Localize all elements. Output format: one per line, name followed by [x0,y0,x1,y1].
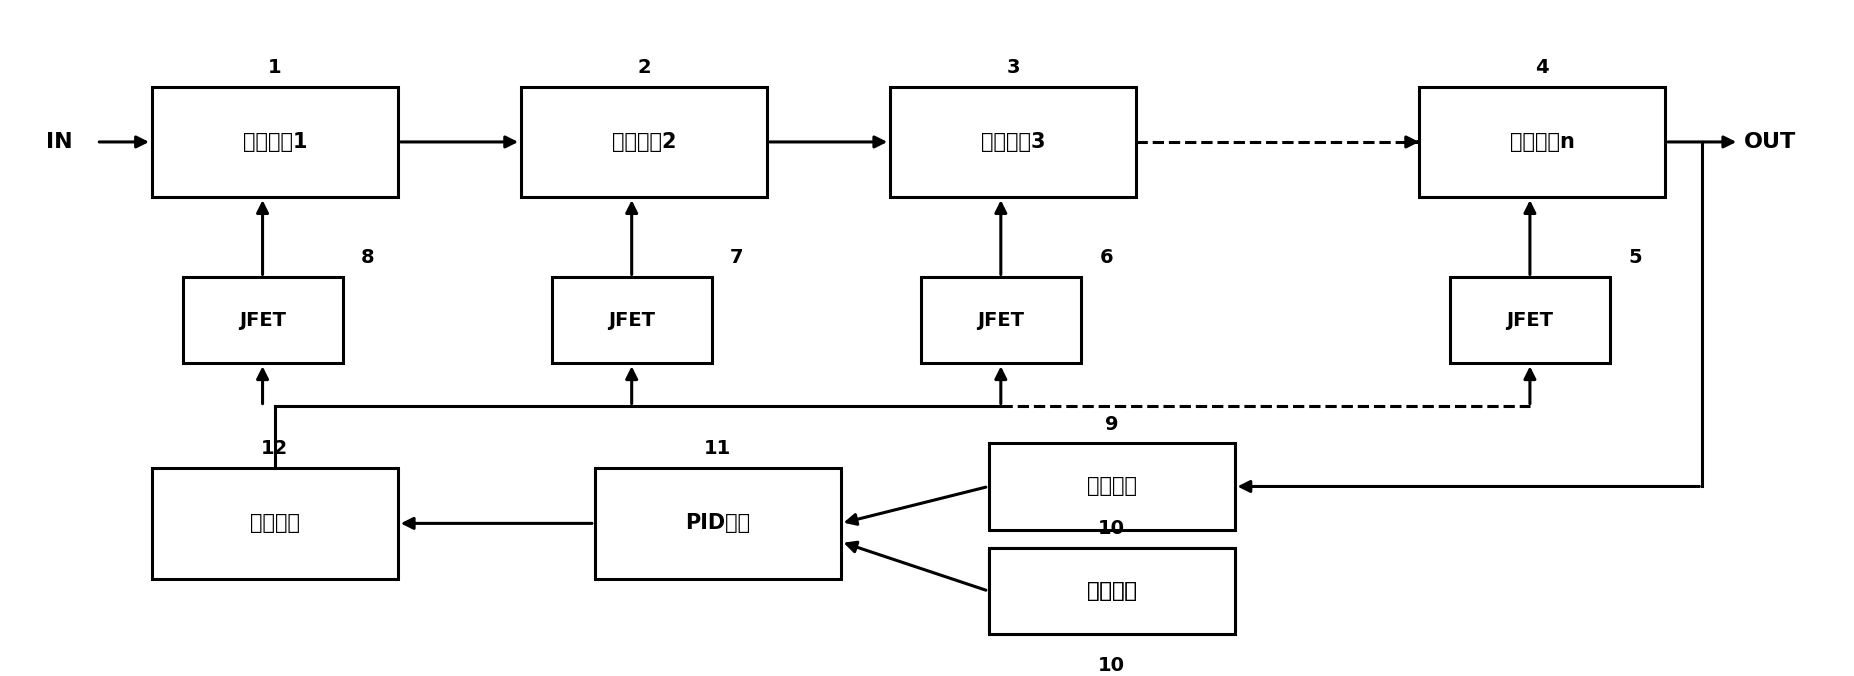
Bar [988,548,1235,634]
Bar [988,548,1235,634]
Text: 放大电路3: 放大电路3 [981,132,1046,152]
Bar [152,468,399,579]
Text: 12: 12 [261,439,289,458]
Bar [521,87,768,197]
Text: 放大电路n: 放大电路n [1509,132,1574,152]
Bar [921,277,1081,364]
Text: 5: 5 [1628,249,1643,268]
Bar [988,443,1235,529]
Text: 9: 9 [1105,414,1118,433]
Bar [152,87,399,197]
Bar [595,468,842,579]
Text: 11: 11 [705,439,732,458]
Text: OUT: OUT [1745,132,1797,152]
Text: 给定电路: 给定电路 [1086,581,1137,601]
Text: 取样电路: 取样电路 [1086,477,1137,496]
Text: 10: 10 [1098,656,1125,675]
Text: 8: 8 [362,249,375,268]
Text: 1: 1 [269,57,282,77]
Text: JFET: JFET [608,311,654,330]
Text: IN: IN [46,132,72,152]
Text: 4: 4 [1535,57,1550,77]
Bar [552,277,712,364]
Text: JFET: JFET [1507,311,1554,330]
Text: 2: 2 [638,57,651,77]
Text: PID电路: PID电路 [686,513,751,533]
Bar [890,87,1137,197]
Text: JFET: JFET [239,311,286,330]
Text: 放大电路2: 放大电路2 [612,132,677,152]
Bar [1450,277,1609,364]
Text: JFET: JFET [977,311,1023,330]
Text: 放大电路1: 放大电路1 [243,132,308,152]
Text: 限幅电路: 限幅电路 [250,513,300,533]
Text: 6: 6 [1099,249,1112,268]
Bar [182,277,343,364]
Text: 给定电路: 给定电路 [1086,581,1137,601]
Bar [1418,87,1665,197]
Text: 3: 3 [1007,57,1020,77]
Text: 10: 10 [1098,519,1125,538]
Text: 7: 7 [730,249,743,268]
